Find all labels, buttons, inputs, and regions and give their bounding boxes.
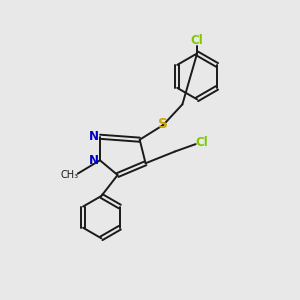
Text: Cl: Cl (195, 136, 208, 149)
Text: N: N (88, 154, 98, 167)
Text: N: N (88, 130, 98, 143)
Text: CH₃: CH₃ (61, 170, 79, 180)
Text: S: S (158, 117, 168, 131)
Text: Cl: Cl (191, 34, 203, 47)
